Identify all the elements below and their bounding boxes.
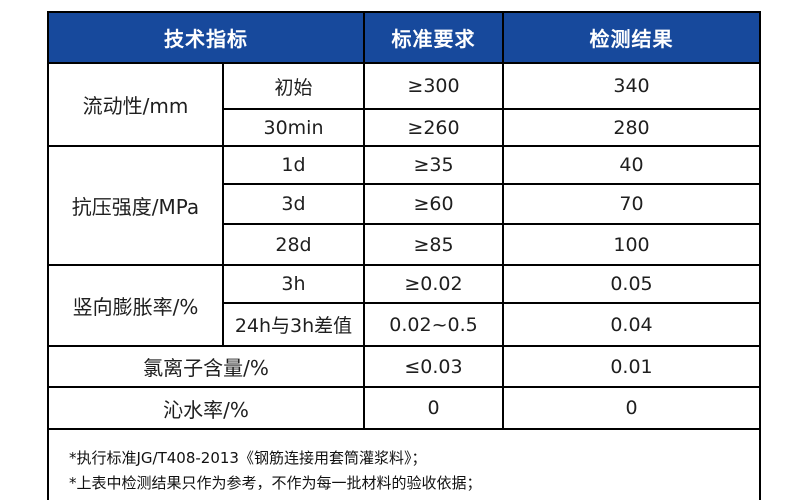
cell-standard: ≥0.02	[363, 264, 504, 304]
cell-sub-initial: 初始	[222, 62, 365, 110]
cell-result: 0	[502, 386, 761, 430]
cell-result: 70	[502, 183, 761, 225]
cell-result: 0.05	[502, 264, 761, 304]
cell-group-vertical-expansion: 竖向膨胀率/%	[47, 264, 224, 347]
note-standard-reference: *执行标准JG/T408-2013《钢筋连接用套筒灌浆料》；	[69, 448, 427, 467]
header-cell-standard-requirement: 标准要求	[363, 11, 504, 64]
cell-result: 100	[502, 223, 761, 266]
table-header-row: 技术指标 标准要求 检测结果	[47, 11, 761, 64]
cell-standard: ≥300	[363, 62, 504, 110]
table-row: 流动性/mm 初始 ≥300 340	[47, 62, 761, 147]
header-cell-test-result: 检测结果	[502, 11, 761, 64]
cell-group-compressive-strength: 抗压强度/MPa	[47, 145, 224, 266]
table-row: 竖向膨胀率/% 3h ≥0.02 0.05	[47, 264, 761, 347]
cell-result: 0.04	[502, 302, 761, 347]
cell-result: 40	[502, 145, 761, 185]
cell-standard: ≥85	[363, 223, 504, 266]
notes-cell: *执行标准JG/T408-2013《钢筋连接用套筒灌浆料》； *上表中检测结果只…	[47, 428, 761, 500]
cell-standard: ≥60	[363, 183, 504, 225]
cell-sub-3d: 3d	[222, 183, 365, 225]
cell-sub-24h-3h-diff: 24h与3h差值	[222, 302, 365, 347]
cell-sub-3h: 3h	[222, 264, 365, 304]
note-disclaimer: *上表中检测结果只作为参考，不作为每一批材料的验收依据；	[69, 473, 482, 492]
cell-standard: 0.02~0.5	[363, 302, 504, 347]
table-row: 3d ≥60 70	[48, 183, 761, 225]
cell-standard: ≥260	[363, 108, 504, 147]
table-row: 抗压强度/MPa 1d ≥35 40	[47, 145, 761, 266]
table-row: 24h与3h差值 0.02~0.5 0.04	[48, 302, 761, 347]
cell-label-chloride-content: 氯离子含量/%	[47, 345, 365, 388]
table-row: 氯离子含量/% ≤0.03 0.01	[47, 345, 761, 388]
cell-standard: 0	[363, 386, 504, 430]
table-row: 30min ≥260 280	[48, 108, 761, 147]
cell-label-bleeding-rate: 沁水率/%	[47, 386, 365, 430]
cell-sub-28d: 28d	[222, 223, 365, 266]
table-notes-row: *执行标准JG/T408-2013《钢筋连接用套筒灌浆料》； *上表中检测结果只…	[47, 428, 761, 500]
cell-result: 280	[502, 108, 761, 147]
header-cell-technical-indicator: 技术指标	[47, 11, 365, 64]
cell-sub-1d: 1d	[222, 145, 365, 185]
cell-standard: ≤0.03	[363, 345, 504, 388]
table-row: 沁水率/% 0 0	[47, 386, 761, 430]
cell-sub-30min: 30min	[222, 108, 365, 147]
table-row: 28d ≥85 100	[48, 223, 761, 266]
cell-standard: ≥35	[363, 145, 504, 185]
cell-group-fluidity: 流动性/mm	[47, 62, 224, 147]
cell-result: 0.01	[502, 345, 761, 388]
cell-result: 340	[502, 62, 761, 110]
spec-table: 技术指标 标准要求 检测结果 流动性/mm 初始 ≥300 340 30min …	[47, 11, 761, 500]
